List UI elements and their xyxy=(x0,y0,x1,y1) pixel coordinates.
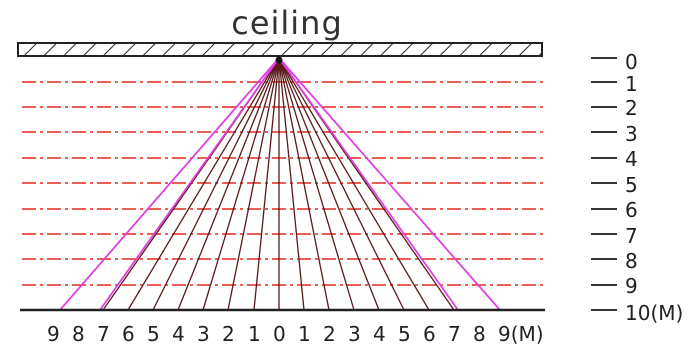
distance-label-4: 5 xyxy=(147,322,160,346)
distance-label-8: 1 xyxy=(248,322,261,346)
distance-label-9: 0 xyxy=(273,322,286,346)
level-label-5: 5 xyxy=(625,173,638,197)
outer-ray-0 xyxy=(59,57,280,311)
ceiling-bar xyxy=(17,42,543,57)
distance-label-17: 8 xyxy=(473,322,486,346)
distance-label-16: 7 xyxy=(448,322,461,346)
outer-ray-2 xyxy=(278,57,459,311)
level-label-1: 1 xyxy=(625,72,638,96)
outer-ray-1 xyxy=(99,57,280,311)
outer-ray-3 xyxy=(278,57,501,311)
distance-label-5: 4 xyxy=(172,322,185,346)
distance-label-11: 2 xyxy=(323,322,336,346)
level-label-8: 8 xyxy=(625,249,638,273)
level-label-9: 9 xyxy=(625,274,638,298)
distance-label-10: 1 xyxy=(298,322,311,346)
distance-label-2: 7 xyxy=(97,322,110,346)
center-ray-2 xyxy=(152,57,280,311)
distance-label-1: 8 xyxy=(72,322,85,346)
center-ray-12 xyxy=(278,57,405,311)
level-label-3: 3 xyxy=(625,122,638,146)
center-ray-6 xyxy=(253,57,280,311)
distance-label-3: 6 xyxy=(122,322,135,346)
ceiling-title: ceiling xyxy=(231,4,343,42)
distance-label-15: 6 xyxy=(423,322,436,346)
level-label-6: 6 xyxy=(625,198,638,222)
center-ray-8 xyxy=(278,57,305,311)
distance-label-6: 3 xyxy=(197,322,210,346)
distance-label-0: 9 xyxy=(47,322,60,346)
level-label-7: 7 xyxy=(625,224,638,248)
level-label-4: 4 xyxy=(625,147,638,171)
center-ray-11 xyxy=(278,57,380,311)
center-ray-13 xyxy=(278,57,430,311)
height-guide-lines xyxy=(22,81,543,286)
level-label-2: 2 xyxy=(625,96,638,120)
distance-scale: 9 8 7 6 5 4 3 2 1 0 1 2 3 4 5 6 7 8 9(M) xyxy=(47,322,544,346)
distance-label-18: 9(M) xyxy=(498,322,544,346)
center-ray-9 xyxy=(278,57,330,311)
coverage-rays xyxy=(59,56,501,311)
center-ray-3 xyxy=(177,57,280,311)
distance-label-13: 4 xyxy=(373,322,386,346)
center-ray-1 xyxy=(127,57,280,311)
distance-label-12: 3 xyxy=(348,322,361,346)
distance-label-7: 2 xyxy=(222,322,235,346)
sensor-apex xyxy=(275,56,283,64)
center-ray-5 xyxy=(227,57,280,311)
level-label-10: 10(M) xyxy=(625,301,683,325)
level-label-0: 0 xyxy=(625,50,638,74)
distance-label-14: 5 xyxy=(398,322,411,346)
center-ray-4 xyxy=(202,57,280,311)
center-ray-10 xyxy=(278,57,355,311)
